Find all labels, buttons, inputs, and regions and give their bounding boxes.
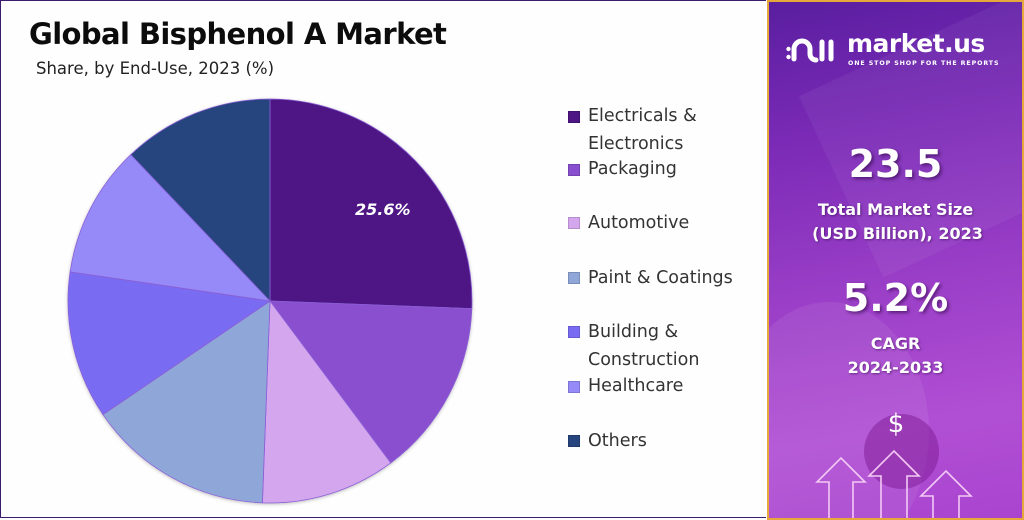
chart-subtitle: Share, by End-Use, 2023 (%) <box>36 59 275 78</box>
legend-swatch <box>568 272 580 284</box>
pie-slice-packaging <box>269 300 473 464</box>
legend-swatch <box>568 164 580 176</box>
brand-name: market.us <box>847 29 985 58</box>
market-size-stat: 23.5 <box>769 142 1022 186</box>
svg-text:$: $ <box>888 409 905 439</box>
legend-swatch <box>568 435 580 447</box>
summary-sidebar: market.us ONE STOP SHOP FOR THE REPORTS … <box>767 0 1024 520</box>
legend-label: Building & Construction <box>588 322 700 370</box>
cagr-value: 5.2% <box>842 276 949 320</box>
market-size-value: 23.5 <box>848 142 943 186</box>
market-size-label: Total Market Size (USD Billion), 2023 <box>812 200 983 243</box>
slice-label-electricals: 25.6% <box>355 200 411 219</box>
cagr-stat: 5.2% <box>769 276 1022 320</box>
cagr-label: CAGR 2024-2033 <box>847 334 944 377</box>
market-us-logo-icon <box>786 38 834 63</box>
legend-label: Electricals & Electronics <box>588 106 697 154</box>
legend-label: Healthcare <box>588 376 684 396</box>
legend-label: Packaging <box>588 159 677 179</box>
chart-panel: Global Bisphenol A Market Share, by End-… <box>0 0 766 518</box>
brand-tagline: ONE STOP SHOP FOR THE REPORTS <box>848 60 1000 67</box>
pie-slice-electricals-electronics <box>269 98 473 310</box>
pie-slice-automotive <box>261 299 392 504</box>
legend-swatch <box>568 381 580 393</box>
legend-swatch <box>568 217 580 229</box>
legend-label: Others <box>588 431 647 451</box>
legend-swatch <box>568 111 580 123</box>
pie-slice-others <box>130 98 271 303</box>
legend-label: Paint & Coatings <box>588 268 733 288</box>
chart-title: Global Bisphenol A Market <box>29 17 447 51</box>
dollar-growth-arrows-icon: $ <box>815 409 973 518</box>
pie-slice-healthcare <box>69 154 272 302</box>
legend-swatch <box>568 326 580 338</box>
pie-slice-paint-coatings <box>102 300 271 504</box>
pie-chart <box>67 98 473 504</box>
legend-label: Automotive <box>588 213 690 233</box>
pie-slice-building-construction <box>67 271 272 416</box>
